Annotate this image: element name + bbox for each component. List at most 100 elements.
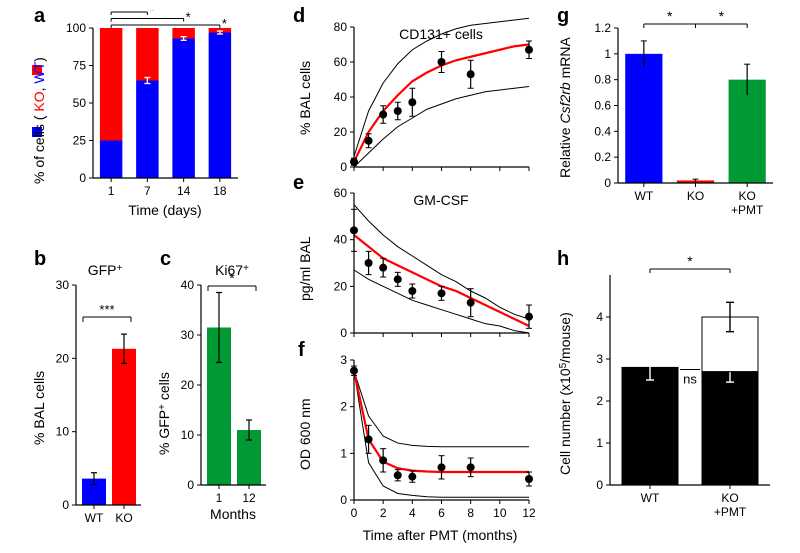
svg-text:0: 0 [79,171,86,185]
panel-b-yticks: 0 10 20 30 [56,278,76,512]
svg-text:1.2: 1.2 [594,21,611,35]
svg-text:10: 10 [56,425,70,439]
panel-d-ylabel: % BAL cells [297,61,313,135]
svg-text:40: 40 [334,233,348,247]
panel-e-yticks: 0204060 [334,186,354,340]
svg-text:4: 4 [409,506,416,520]
panel-c-bars [207,293,261,486]
panel-a-ylabel: % of cells ( KO, WT) [31,57,47,184]
panel-f-xticks: 0 2 4 6 8 10 12 [351,500,536,520]
svg-text:20: 20 [181,378,195,392]
svg-text:7: 7 [144,184,151,198]
panel-h-yticks: 0 1 2 3 4 [596,310,610,492]
panel-h: 01234 WTKO+PMT ns* Cell number (x105/mou… [552,255,792,550]
panel-b-ylabel: % BAL cells [31,371,47,445]
svg-text:0: 0 [62,498,69,512]
svg-text:KO: KO [115,511,132,525]
svg-text:12: 12 [522,506,536,520]
svg-text:1: 1 [596,436,603,450]
svg-text:80: 80 [334,20,348,34]
svg-text:0: 0 [340,326,347,340]
panel-b: GFP+ 0102030 WTKO *** % BAL cells [30,255,155,545]
svg-text:4: 4 [596,310,603,324]
svg-text:+PMT: +PMT [731,203,764,217]
panel-c: Ki67+ 010203040 112 * % GFP+ cells Month… [155,255,285,545]
svg-text:KO: KO [687,189,704,203]
svg-text:6: 6 [438,506,445,520]
panels-def: 020406080 CD131+ cells % BAL cells 02040… [290,5,550,550]
svg-text:ns: ns [683,372,697,387]
panel-a-brackets: *** [111,10,227,31]
panel-c-yticks: 0 10 20 30 40 [181,278,201,492]
svg-text:30: 30 [181,328,195,342]
svg-text:20: 20 [334,125,348,139]
panel-c-ylabel: % GFP+ cells [156,372,172,455]
panel-e-xticks [354,333,529,337]
panel-d-yticks: 0 20 40 60 80 [334,20,354,174]
panel-h-ylabel: Cell number (x105/mouse) [557,312,573,475]
svg-text:0.8: 0.8 [594,73,611,87]
panel-h-bars [622,302,758,485]
svg-text:60: 60 [334,186,348,200]
svg-text:0.4: 0.4 [594,124,611,138]
svg-text:3: 3 [340,353,347,367]
panel-g: 00.20.40.60.811.2 WTKOKO+PMT ** Relative… [552,10,792,245]
svg-text:8: 8 [467,506,474,520]
svg-text:0: 0 [351,506,358,520]
svg-text:20: 20 [56,351,70,365]
panel-g-bars [625,41,766,183]
svg-text:2: 2 [380,506,387,520]
svg-text:12: 12 [242,491,256,505]
svg-text:*: * [149,10,154,18]
panel-b-xticks: WT KO [85,505,133,525]
panel-f-plot [350,366,533,497]
panel-e-plot [350,205,533,333]
svg-text:2: 2 [596,394,603,408]
svg-text:10: 10 [181,428,195,442]
svg-text:50: 50 [73,96,87,110]
svg-text:25: 25 [73,134,87,148]
panel-d-xticks [354,167,529,171]
svg-text:2: 2 [340,400,347,414]
panel-a-xlabel: Time (days) [128,202,201,218]
panel-g-xticks: WTKOKO+PMT [635,183,764,217]
svg-text:WT: WT [641,491,660,505]
panel-b-bars [82,334,136,505]
figure-root: a 0255075100 171418 *** % of cells ( KO,… [0,0,800,553]
svg-text:1: 1 [340,446,347,460]
panel-f-ylabel: OD 600 nm [297,398,313,470]
svg-text:WT: WT [85,511,104,525]
svg-text:0.2: 0.2 [594,150,611,164]
panel-f-xlabel: Time after PMT (months) [363,527,518,543]
svg-text:1: 1 [108,184,115,198]
svg-text:*: * [719,10,725,24]
panel-a-bars [100,28,231,178]
panel-c-sig: * [229,270,235,286]
svg-text:0: 0 [604,176,611,190]
panel-e-ylabel: pg/ml BAL [297,236,313,301]
svg-text:WT: WT [635,189,654,203]
svg-text:1: 1 [604,47,611,61]
svg-text:0: 0 [340,493,347,507]
panel-a-yticks: 0255075100 [66,21,93,185]
panel-e-title: GM-CSF [413,192,468,208]
svg-text:0: 0 [340,160,347,174]
panel-g-brackets: ** [644,10,747,28]
svg-text:10: 10 [493,506,507,520]
svg-text:0: 0 [187,478,194,492]
panel-a: 0255075100 171418 *** % of cells ( KO, W… [30,10,260,235]
svg-text:+PMT: +PMT [714,505,747,519]
svg-text:3: 3 [596,352,603,366]
svg-text:40: 40 [181,278,195,292]
panel-g-yticks: 0 0.2 0.4 0.6 0.8 1 1.2 [594,21,618,190]
svg-text:0: 0 [596,478,603,492]
svg-text:30: 30 [56,278,70,292]
panel-d-title: CD131+ cells [399,26,483,42]
panel-b-sig: *** [99,302,114,317]
svg-text:*: * [186,10,191,25]
svg-text:0.6: 0.6 [594,99,611,113]
svg-text:60: 60 [334,55,348,69]
svg-text:40: 40 [334,90,348,104]
panel-g-ylabel: Relative Csf2rb mRNA [557,37,573,178]
svg-text:75: 75 [73,59,87,73]
